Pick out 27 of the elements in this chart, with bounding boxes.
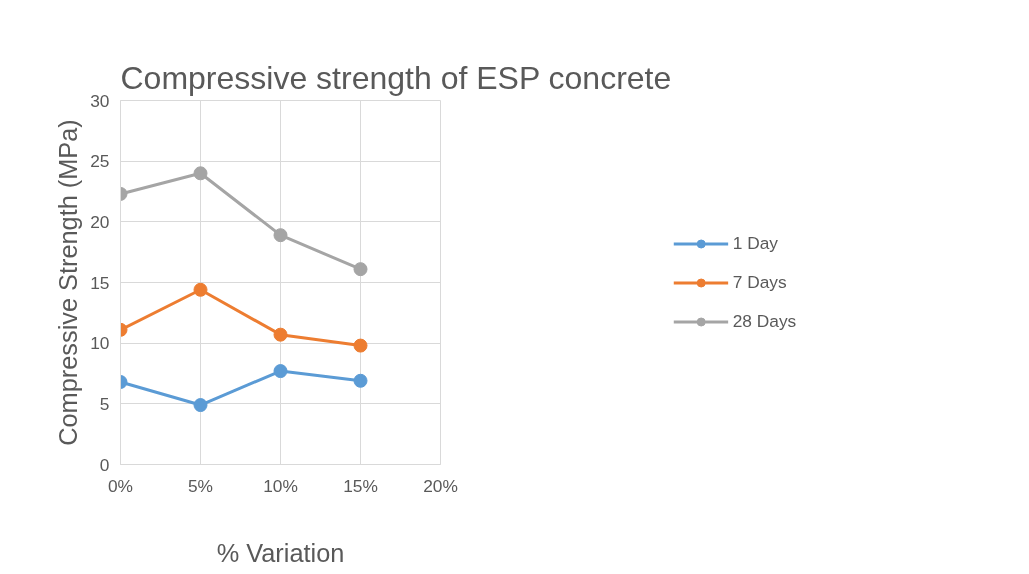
x-axis-title: % Variation <box>216 538 345 567</box>
legend-label: 1 Day <box>732 232 778 254</box>
point <box>273 327 288 342</box>
point <box>353 262 368 277</box>
legend-label: 28 Days <box>732 310 797 332</box>
point <box>193 166 208 181</box>
point <box>353 338 368 353</box>
point <box>193 398 208 413</box>
point <box>193 282 208 297</box>
point <box>273 228 288 243</box>
x-tick-label: 0% <box>107 475 134 496</box>
y-tick-label: 25 <box>90 151 110 172</box>
y-axis-title: Compressive Strength (MPa) <box>54 119 83 446</box>
y-tick-label: 10 <box>90 333 110 354</box>
x-tick-label: 5% <box>187 475 214 496</box>
point <box>353 373 368 388</box>
y-tick-label: 30 <box>90 90 110 111</box>
x-tick-label: 20% <box>423 475 458 496</box>
x-tick-label: 15% <box>343 475 378 496</box>
chart-title: Compressive strength of ESP concrete <box>120 59 672 96</box>
legend-label: 7 Days <box>732 271 787 293</box>
y-tick-label: 20 <box>90 211 110 232</box>
y-tick-label: 5 <box>99 393 110 414</box>
y-tick-label: 0 <box>99 454 110 475</box>
y-tick-label: 15 <box>90 272 110 293</box>
point <box>273 364 288 379</box>
x-tick-label: 10% <box>263 475 298 496</box>
